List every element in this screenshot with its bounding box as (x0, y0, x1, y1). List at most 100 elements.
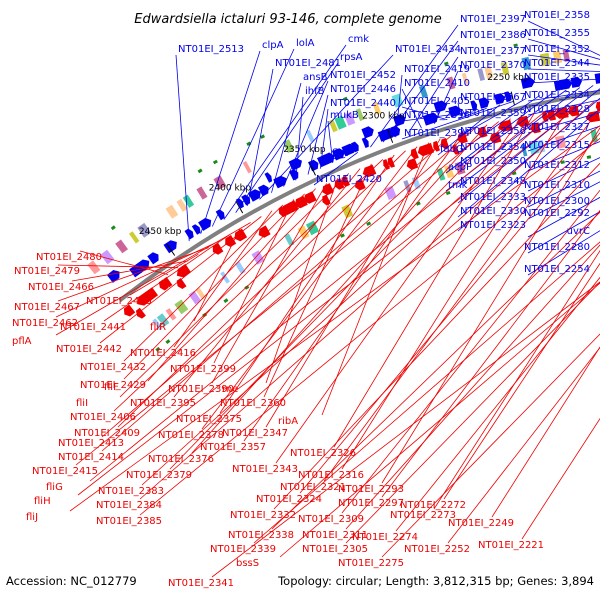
reverse-gene-label[interactable]: NT01EI_2339 (210, 544, 276, 555)
forward-gene-label[interactable]: NT01EI_2446 (330, 84, 396, 95)
reverse-gene-label[interactable]: rne (222, 384, 238, 395)
reverse-gene-label[interactable]: NT01EI_2479 (14, 266, 80, 277)
reverse-gene-label[interactable]: NT01EI_2338 (228, 530, 294, 541)
reverse-gene-label[interactable]: NT01EI_2305 (302, 544, 368, 555)
forward-gene-label[interactable]: NT01EI_2410 (404, 78, 470, 89)
reverse-gene-label[interactable]: NT01EI_2272 (400, 500, 466, 511)
forward-gene-label[interactable]: tmk (448, 180, 468, 191)
forward-gene-label[interactable]: NT01EI_2397 (460, 14, 526, 25)
forward-gene-label[interactable]: clpA (262, 40, 284, 51)
reverse-gene-label[interactable]: NT01EI_2343 (232, 464, 298, 475)
forward-gene-label[interactable]: NT01EI_2352 (524, 44, 590, 55)
forward-gene-label[interactable]: NT01EI_2333 (460, 192, 526, 203)
forward-gene-label[interactable]: NT01EI_2386 (460, 30, 526, 41)
reverse-gene-label[interactable]: NT01EI_2360 (220, 398, 286, 409)
reverse-gene-label[interactable]: NT01EI_2415 (32, 466, 98, 477)
forward-gene-label[interactable]: NT01EI_2420 (316, 174, 382, 185)
reverse-gene-label[interactable]: fliH (34, 496, 51, 507)
reverse-gene-label[interactable]: NT01EI_2406 (70, 412, 136, 423)
forward-gene-label[interactable]: NT01EI_2481 (275, 58, 341, 69)
forward-gene-label[interactable]: NT01EI_2315 (524, 140, 590, 151)
forward-gene-label[interactable]: NT01EI_2328 (524, 104, 590, 115)
forward-gene-label[interactable]: NT01EI_2434 (395, 44, 461, 55)
reverse-gene-label[interactable]: NT01EI_2379 (126, 470, 192, 481)
reverse-gene-label[interactable]: ribA (278, 416, 298, 427)
reverse-gene-label[interactable]: NT01EI_2311 (302, 530, 368, 541)
reverse-gene-label[interactable]: pflA (12, 336, 32, 347)
forward-gene-label[interactable]: NT01EI_2292 (524, 208, 590, 219)
reverse-gene-label[interactable]: NT01EI_2466 (28, 282, 94, 293)
reverse-gene-label[interactable]: NT01EI_2442 (56, 344, 122, 355)
reverse-gene-label[interactable]: NT01EI_2375 (176, 414, 242, 425)
forward-gene-label[interactable]: NT01EI_2330 (460, 206, 526, 217)
forward-gene-label[interactable]: NT01EI_2405 (404, 96, 470, 107)
reverse-gene-label[interactable]: NT01EI_2378 (158, 430, 224, 441)
reverse-gene-label[interactable]: NT01EI_2321 (280, 482, 346, 493)
reverse-gene-label[interactable]: NT01EI_2383 (98, 486, 164, 497)
forward-gene-label[interactable]: NT01EI_2254 (524, 264, 590, 275)
reverse-gene-label[interactable]: NT01EI_2385 (96, 516, 162, 527)
forward-gene-label[interactable]: NT01EI_2359 (460, 108, 526, 119)
forward-gene-label[interactable]: NT01EI_2370 (460, 60, 526, 71)
forward-gene-label[interactable]: NT01EI_2367 (460, 92, 526, 103)
reverse-gene-label[interactable]: NT01EI_2441 (60, 322, 126, 333)
forward-gene-label[interactable]: NT01EI_2300 (524, 196, 590, 207)
reverse-gene-label[interactable]: NT01EI_2326 (290, 448, 356, 459)
forward-gene-label[interactable]: fabG (440, 144, 464, 155)
forward-gene-label[interactable]: NT01EI_2513 (178, 44, 244, 55)
forward-gene-label[interactable]: fliA (332, 148, 348, 159)
reverse-gene-label[interactable]: NT01EI_2467 (14, 302, 80, 313)
reverse-gene-label[interactable]: NT01EI_2252 (404, 544, 470, 555)
reverse-gene-label[interactable]: NT01EI_2462 (12, 318, 78, 329)
reverse-gene-label[interactable]: NT01EI_2332 (230, 510, 296, 521)
forward-gene-label[interactable]: rpsA (340, 52, 363, 63)
reverse-gene-label[interactable]: NT01EI_2297 (338, 498, 404, 509)
forward-gene-label[interactable]: NT01EI_2358 (524, 10, 590, 21)
reverse-gene-label[interactable]: NT01EI_2395 (130, 398, 196, 409)
reverse-gene-label[interactable]: NT01EI_2249 (448, 518, 514, 529)
forward-gene-label[interactable]: NT01EI_2354 (460, 142, 526, 153)
reverse-gene-label[interactable]: fliR (150, 322, 166, 333)
forward-gene-label[interactable]: NT01EI_2310 (524, 180, 590, 191)
reverse-gene-label[interactable]: NT01EI_2274 (352, 532, 418, 543)
forward-gene-label[interactable]: uvrC (567, 226, 590, 237)
reverse-gene-label[interactable]: NT01EI_2324 (256, 494, 322, 505)
reverse-gene-label[interactable]: bssS (236, 558, 259, 569)
forward-gene-label[interactable]: ansB (303, 72, 328, 83)
reverse-gene-label[interactable]: fliJ (26, 512, 38, 523)
reverse-gene-label[interactable]: NT01EI_2384 (96, 500, 162, 511)
forward-gene-label[interactable]: NT01EI_2350 (460, 156, 526, 167)
forward-gene-label[interactable]: NT01EI_2452 (330, 70, 396, 81)
reverse-gene-label[interactable]: NT01EI_2432 (80, 362, 146, 373)
reverse-gene-label[interactable]: fliI (76, 398, 88, 409)
forward-gene-label[interactable]: NT01EI_2419 (404, 64, 470, 75)
reverse-gene-label[interactable]: NT01EI_2275 (338, 558, 404, 569)
forward-gene-label[interactable]: NT01EI_2355 (524, 28, 590, 39)
reverse-gene-label[interactable]: NT01EI_2309 (298, 514, 364, 525)
reverse-gene-label[interactable]: NT01EI_2341 (168, 578, 234, 589)
reverse-gene-label[interactable]: NT01EI_2429 (80, 380, 146, 391)
reverse-gene-label[interactable]: NT01EI_2316 (298, 470, 364, 481)
reverse-gene-label[interactable]: NT01EI_2376 (148, 454, 214, 465)
forward-gene-label[interactable]: lolA (296, 38, 315, 49)
forward-gene-label[interactable]: ihfB (305, 86, 325, 97)
forward-gene-label[interactable]: NT01EI_2344 (524, 58, 590, 69)
reverse-gene-label[interactable]: NT01EI_2480 (36, 252, 102, 263)
forward-gene-label[interactable]: NT01EI_2396 (404, 110, 470, 121)
forward-gene-label[interactable]: NT01EI_2280 (524, 242, 590, 253)
forward-gene-label[interactable]: NT01EI_2377 (460, 46, 526, 57)
forward-gene-label[interactable]: NT01EI_2312 (524, 160, 590, 171)
reverse-gene-label[interactable]: NT01EI_2293 (338, 484, 404, 495)
reverse-gene-label[interactable]: NT01EI_2445 (86, 296, 152, 307)
forward-gene-label[interactable]: NT01EI_2356 (460, 126, 526, 137)
forward-gene-label[interactable]: acpP (448, 162, 472, 173)
forward-gene-label[interactable]: NT01EI_2334 (524, 90, 590, 101)
reverse-gene-label[interactable]: NT01EI_2409 (74, 428, 140, 439)
reverse-gene-label[interactable]: NT01EI_2273 (390, 510, 456, 521)
forward-gene-label[interactable]: NT01EI_2335 (524, 72, 590, 83)
reverse-gene-label[interactable]: NT01EI_2399 (170, 364, 236, 375)
forward-gene-label[interactable]: NT01EI_2394 (404, 128, 470, 139)
forward-gene-label[interactable]: cmk (348, 34, 369, 45)
reverse-gene-label[interactable]: NT01EI_2357 (200, 442, 266, 453)
reverse-gene-label[interactable]: fliG (46, 482, 63, 493)
